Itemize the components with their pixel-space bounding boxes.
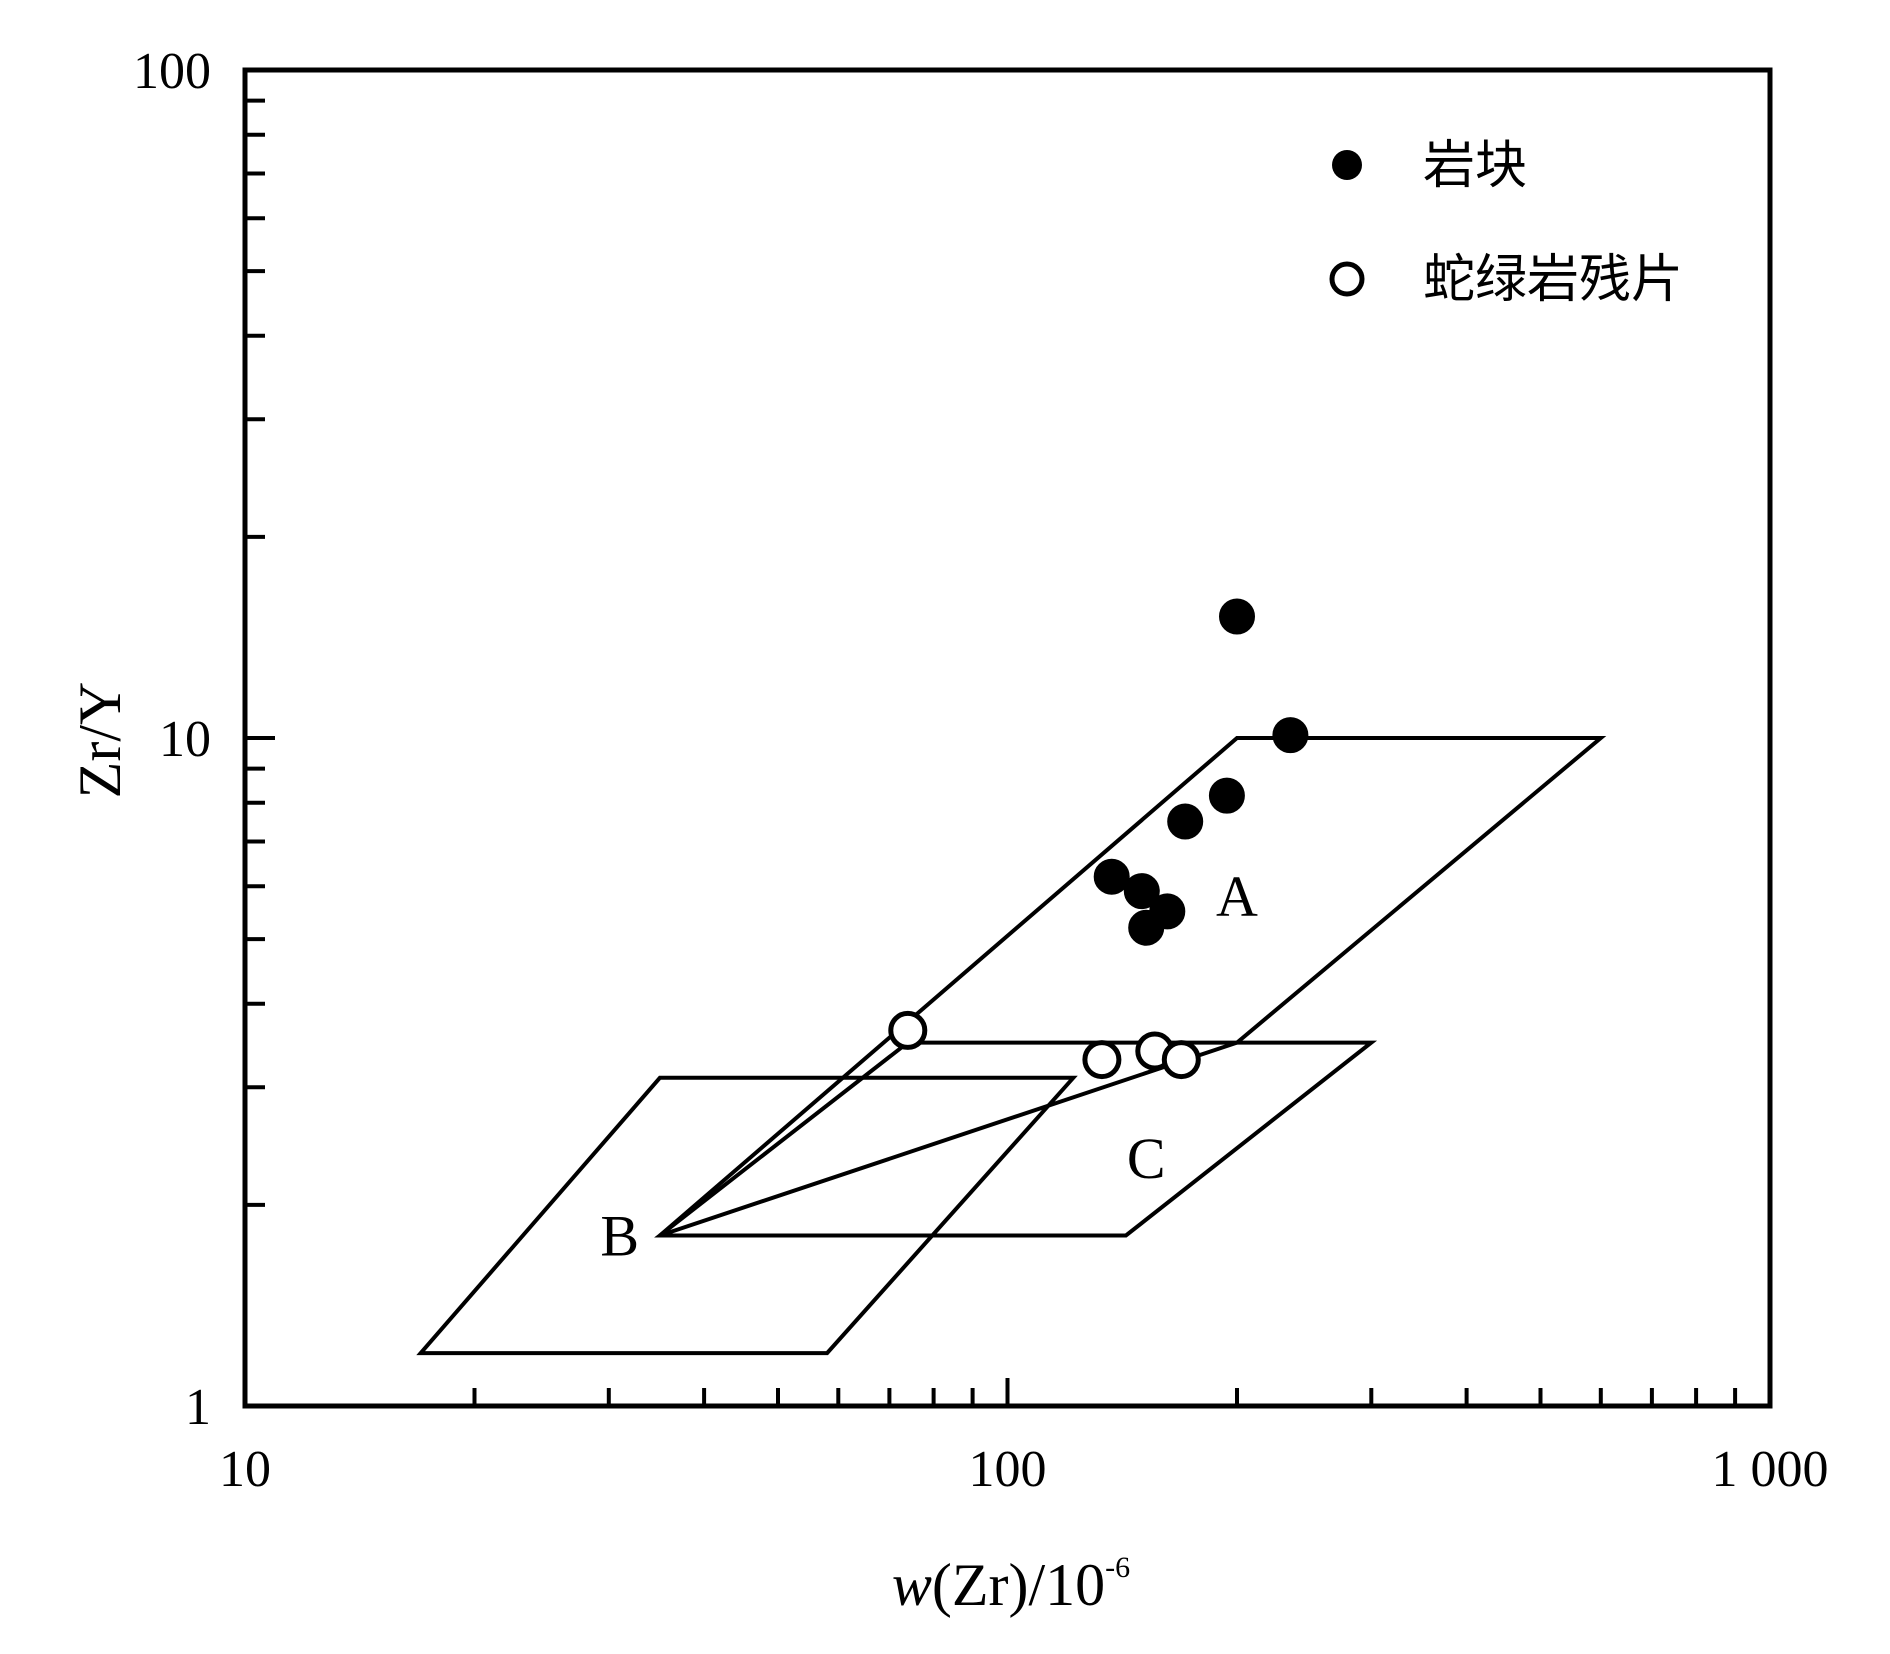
open-point-1 <box>1082 1040 1122 1080</box>
filled-point-7 <box>1128 909 1165 946</box>
filled-point-1 <box>1272 717 1309 754</box>
legend-label-2: 蛇绿岩残片 <box>1423 250 1683 310</box>
filled-point-4 <box>1093 858 1130 895</box>
filled-point-5 <box>1123 873 1160 910</box>
y-axis-tick-labels: 1 10 100 <box>133 43 211 1436</box>
y-tick-label: 1 <box>185 1379 211 1436</box>
region-b-outline <box>416 1075 1078 1356</box>
y-axis-ticks <box>245 98 275 1207</box>
region-labels: A B C <box>600 864 1258 1269</box>
x-axis-tick-labels: 10 100 1 000 <box>219 1441 1829 1498</box>
region-b-label: B <box>600 1204 639 1269</box>
legend-marker-filled <box>1332 150 1362 180</box>
open-point-0 <box>888 1010 928 1050</box>
filled-point-3 <box>1167 803 1204 840</box>
x-tick-label: 10 <box>219 1441 271 1498</box>
legend: 岩块 蛇绿岩残片 <box>1329 136 1683 310</box>
x-axis-title-main: (Zr)/10 <box>932 1552 1105 1618</box>
data-points <box>888 598 1309 1080</box>
y-tick-label: 100 <box>133 43 211 100</box>
region-c-label: C <box>1127 1126 1166 1191</box>
filled-point-0 <box>1219 598 1255 635</box>
x-axis-title: w(Zr)/10-6 <box>892 1551 1130 1618</box>
open-point-3 <box>1161 1040 1201 1080</box>
y-tick-label: 10 <box>159 711 211 768</box>
x-axis-title-superscript: -6 <box>1105 1551 1130 1584</box>
legend-marker-open <box>1329 261 1365 297</box>
region-a-label: A <box>1216 864 1258 929</box>
x-tick-label: 100 <box>969 1441 1047 1498</box>
regions <box>416 736 1607 1356</box>
x-axis-ticks <box>472 1378 1738 1406</box>
y-axis-title: Zr/Y <box>67 682 133 799</box>
x-tick-label: 1 000 <box>1712 1441 1829 1498</box>
x-axis-title-italic: w <box>892 1552 932 1618</box>
region-c-outline <box>654 1040 1378 1238</box>
legend-label-1: 岩块 <box>1423 136 1527 196</box>
filled-point-2 <box>1208 777 1245 814</box>
